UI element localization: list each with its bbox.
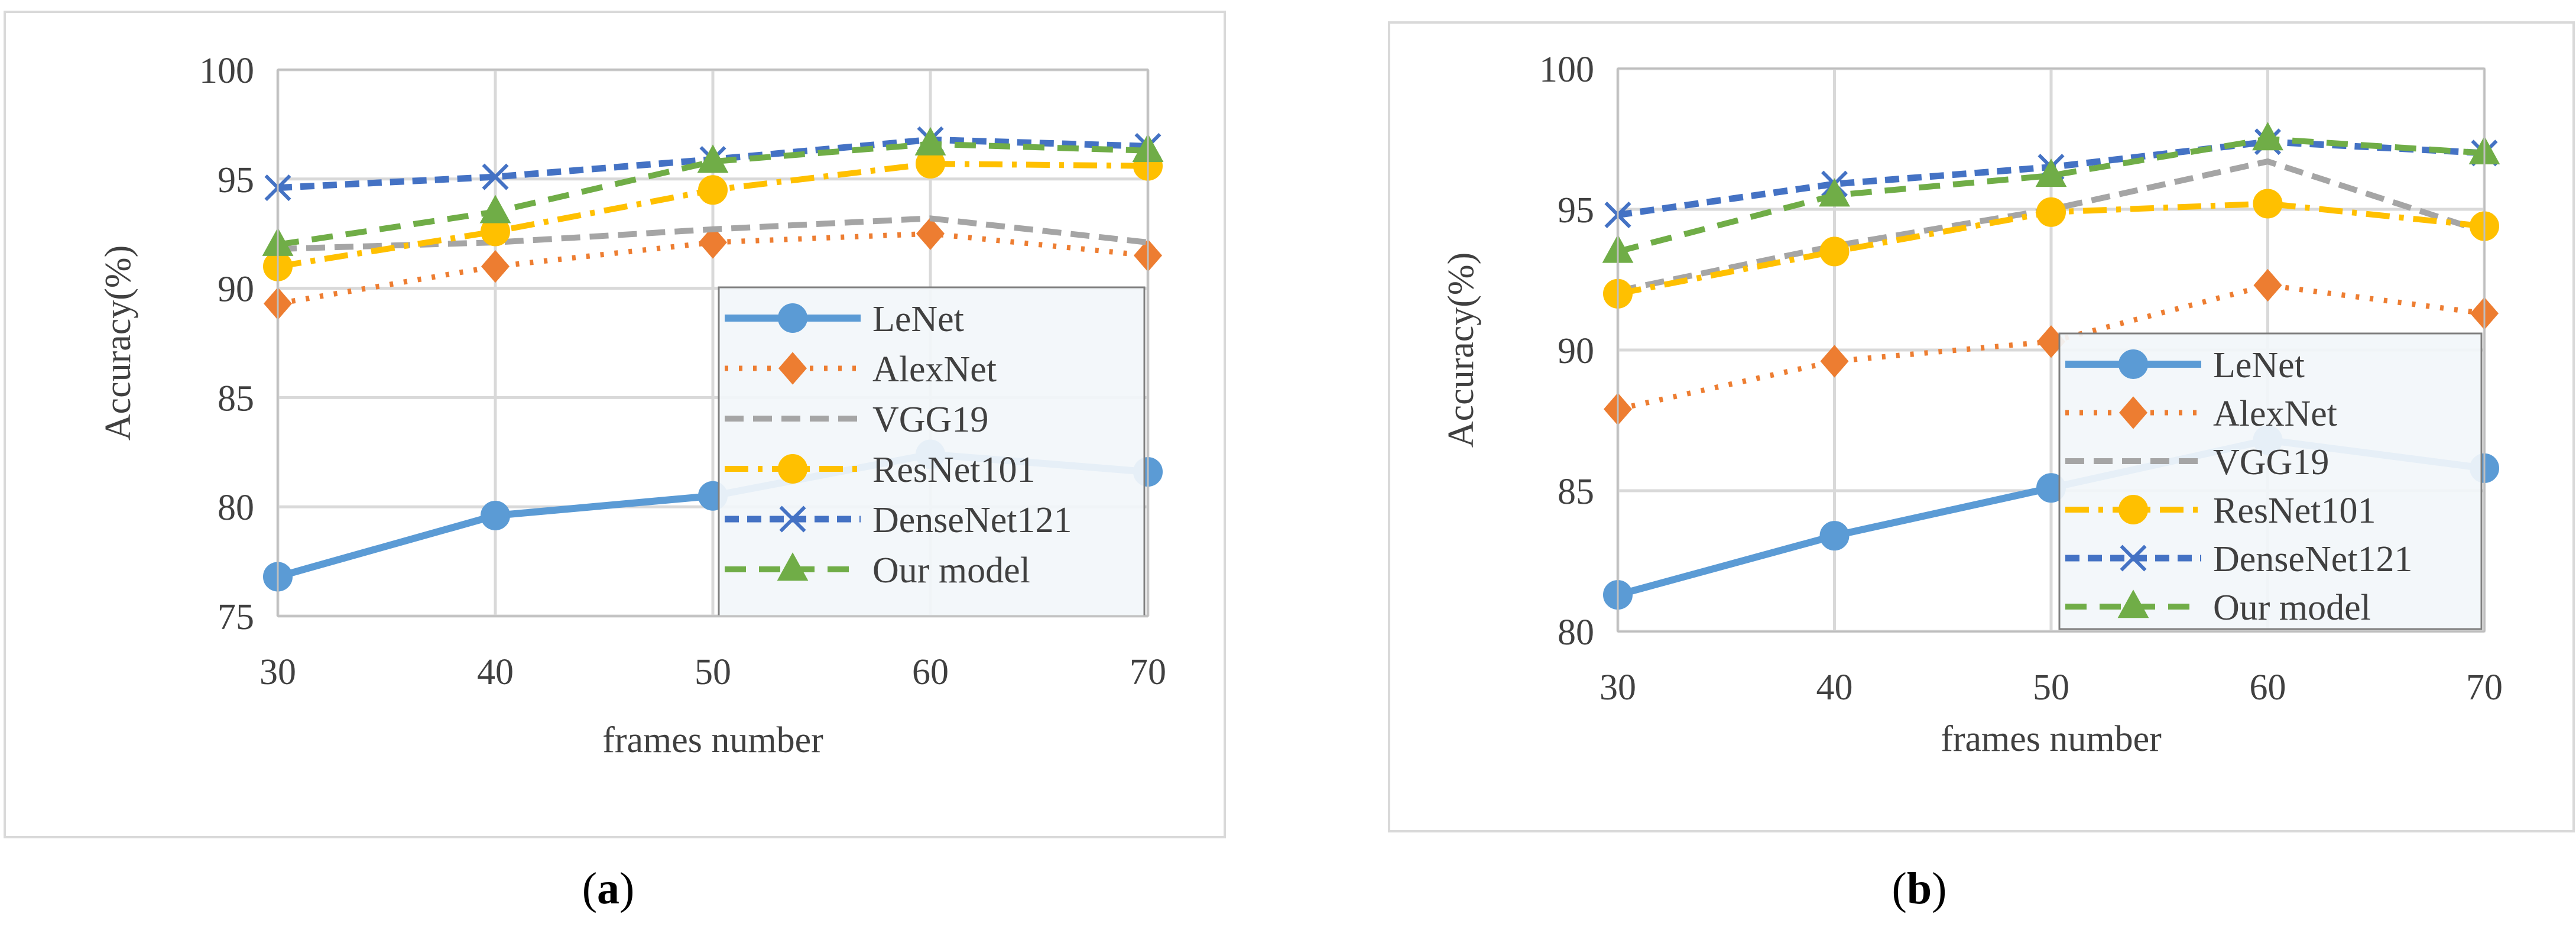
legend-marker bbox=[778, 454, 807, 484]
y-tick-label: 85 bbox=[218, 378, 254, 419]
legend-label: ResNet101 bbox=[872, 450, 1036, 490]
data-point bbox=[2253, 189, 2283, 219]
x-tick-label: 30 bbox=[259, 652, 296, 692]
data-point bbox=[697, 144, 729, 173]
legend-label: VGG19 bbox=[872, 400, 988, 440]
data-point bbox=[698, 175, 728, 205]
chart-b: 80 85 90 95 100 30 40 50 60 70 frames number Accura… bbox=[1441, 50, 2503, 759]
y-tick-label: 100 bbox=[199, 51, 254, 91]
legend-label: LeNet bbox=[2213, 345, 2305, 385]
data-point bbox=[2037, 325, 2065, 358]
y-tick-label: 75 bbox=[218, 597, 254, 637]
series-line bbox=[1617, 135, 2485, 255]
x-tick-label: 60 bbox=[912, 652, 949, 692]
y-tick-label: 90 bbox=[1558, 331, 1594, 371]
y-tick-label: 80 bbox=[218, 488, 254, 528]
caption-b: (b) bbox=[1831, 863, 2008, 915]
legend-label: AlexNet bbox=[872, 349, 997, 390]
legend-marker bbox=[778, 352, 807, 385]
y-axis-label: Accuracy(%) bbox=[98, 245, 138, 440]
legend-marker bbox=[2117, 589, 2149, 618]
legend-marker bbox=[2118, 495, 2148, 524]
data-point bbox=[2252, 122, 2283, 151]
legend-label: Our model bbox=[872, 550, 1030, 591]
caption-b-close: ) bbox=[1932, 864, 1947, 913]
legend-marker bbox=[2119, 396, 2147, 429]
data-point bbox=[916, 217, 945, 250]
data-point bbox=[2036, 197, 2066, 227]
data-point bbox=[1819, 521, 1850, 551]
x-tick-label: 50 bbox=[695, 652, 731, 692]
x-tick-label: 60 bbox=[2250, 667, 2286, 708]
legend-marker bbox=[779, 505, 806, 533]
y-tick-label: 85 bbox=[1558, 472, 1594, 512]
data-point bbox=[699, 226, 727, 259]
x-axis-label: frames number bbox=[1941, 719, 2162, 759]
x-tick-label: 70 bbox=[1130, 652, 1166, 692]
legend-label: LeNet bbox=[872, 299, 964, 339]
plot-area-border bbox=[1617, 67, 2486, 633]
chart-panel-b: 80 85 90 95 100 30 40 50 60 70 frames number Accura… bbox=[1388, 21, 2575, 832]
y-tick-label: 90 bbox=[218, 270, 254, 310]
y-tick-label: 80 bbox=[1558, 613, 1594, 653]
plot-area-border bbox=[277, 69, 1149, 617]
x-axis-label: frames number bbox=[602, 720, 823, 760]
data-point bbox=[2253, 268, 2282, 302]
y-axis-label: Accuracy(%) bbox=[1441, 252, 1481, 448]
tick-labels: 75 80 85 90 95 100 30 40 50 60 70 bbox=[199, 51, 1166, 692]
x-tick-label: 70 bbox=[2466, 667, 2503, 708]
legend-label: DenseNet121 bbox=[872, 500, 1072, 540]
caption-a-close: ) bbox=[619, 864, 635, 913]
chart-panel-a: 75 80 85 90 95 100 30 40 50 60 70 frames number Accu… bbox=[4, 11, 1226, 838]
data-point bbox=[482, 163, 509, 190]
legend-marker bbox=[778, 303, 807, 333]
caption-b-letter: b bbox=[1906, 864, 1932, 913]
legend-marker bbox=[2118, 349, 2148, 379]
x-tick-label: 30 bbox=[1600, 667, 1636, 708]
y-tick-label: 95 bbox=[218, 160, 254, 200]
legend-label: VGG19 bbox=[2213, 442, 2329, 482]
x-tick-label: 50 bbox=[2033, 667, 2069, 708]
data-point bbox=[1819, 236, 1850, 267]
x-tick-label: 40 bbox=[1816, 667, 1853, 708]
legend-label: DenseNet121 bbox=[2213, 539, 2412, 579]
tick-labels: 80 85 90 95 100 30 40 50 60 70 bbox=[1539, 50, 2503, 708]
legend-box bbox=[2058, 332, 2483, 630]
legend-label: AlexNet bbox=[2213, 394, 2337, 434]
caption-b-open: ( bbox=[1892, 864, 1907, 913]
legend: LeNet AlexNet VGG19 ResNet101 DenseNet121 Our… bbox=[2058, 332, 2483, 630]
legend-label: ResNet101 bbox=[2213, 491, 2376, 531]
data-point bbox=[481, 250, 510, 283]
caption-a-letter: a bbox=[597, 864, 619, 913]
caption-a-open: ( bbox=[582, 864, 597, 913]
data-point bbox=[1819, 178, 1850, 207]
data-point bbox=[914, 127, 946, 155]
y-tick-label: 95 bbox=[1558, 190, 1594, 231]
data-point bbox=[481, 500, 510, 530]
y-tick-label: 100 bbox=[1539, 50, 1594, 90]
data-point bbox=[1820, 345, 1849, 378]
legend-label: Our model bbox=[2213, 588, 2371, 628]
legend-marker bbox=[2120, 545, 2147, 572]
series-line bbox=[277, 141, 1149, 248]
chart-a: 75 80 85 90 95 100 30 40 50 60 70 frames number Accu… bbox=[98, 51, 1166, 760]
data-point bbox=[479, 195, 511, 223]
x-tick-label: 40 bbox=[477, 652, 514, 692]
legend-marker bbox=[777, 552, 809, 581]
legend: LeNet AlexNet VGG19 ResNet101 DenseNet121 Our… bbox=[718, 286, 1146, 617]
data-point bbox=[2035, 158, 2067, 187]
caption-a: (a) bbox=[520, 863, 697, 915]
